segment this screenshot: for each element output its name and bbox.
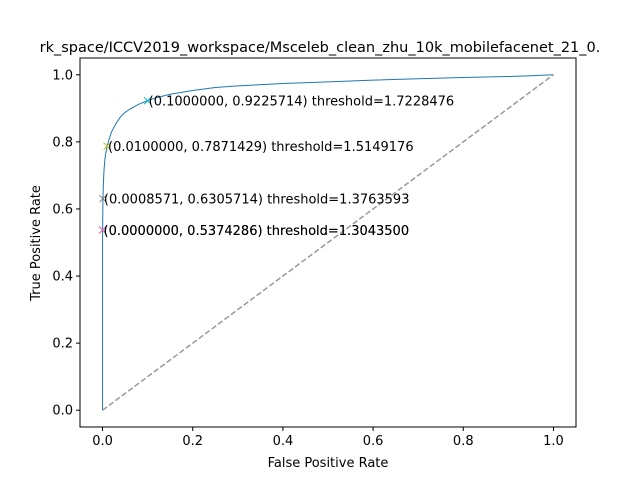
roc-curve-line xyxy=(102,74,554,411)
x-tick-label: 0.0 xyxy=(92,434,113,449)
threshold-marker xyxy=(99,194,107,203)
y-tick-label: 0.6 xyxy=(52,202,73,217)
plot-frame xyxy=(79,57,577,428)
threshold-annotation: (0.1000000, 0.9225714) threshold=1.72284… xyxy=(149,95,455,110)
chart-title: rk_space/ICCV2019_workspace/Msceleb_clea… xyxy=(40,40,601,56)
threshold-annotation: (0.0000000, 0.5374286) threshold=1.30435… xyxy=(104,224,410,239)
y-axis-label: True Positive Rate xyxy=(29,185,44,302)
plot-area: (0.0000000, 0.5374286) threshold=1.30435… xyxy=(98,74,554,411)
threshold-annotation: (0.0008571, 0.6305714) threshold=1.37635… xyxy=(104,193,410,208)
threshold-annotation: (0.0100000, 0.7871429) threshold=1.51491… xyxy=(108,140,414,155)
threshold-marker xyxy=(98,226,107,234)
axis-ticks: 0.0 0.2 0.4 0.6 0.8 1.0 0.0 0.2 0.4 0.6 0.8 1.0 xyxy=(52,68,563,449)
y-tick-label: 0.8 xyxy=(52,135,73,150)
y-tick-label: 1.0 xyxy=(52,68,73,83)
threshold-marker xyxy=(143,96,152,105)
x-axis-label: False Positive Rate xyxy=(268,456,389,471)
x-tick-label: 0.2 xyxy=(182,434,203,449)
x-tick-label: 0.4 xyxy=(273,434,294,449)
x-tick-label: 0.8 xyxy=(453,434,474,449)
chance-diagonal-line xyxy=(102,74,554,411)
threshold-marker xyxy=(103,142,111,151)
x-tick-label: 1.0 xyxy=(543,434,564,449)
threshold-annotation: (0.0000000, 0.5374286) threshold=1.30435… xyxy=(104,224,410,239)
y-tick-label: 0.2 xyxy=(52,337,73,352)
y-tick-label: 0.4 xyxy=(52,270,73,285)
x-tick-label: 0.6 xyxy=(363,434,384,449)
y-tick-label: 0.0 xyxy=(52,404,73,419)
